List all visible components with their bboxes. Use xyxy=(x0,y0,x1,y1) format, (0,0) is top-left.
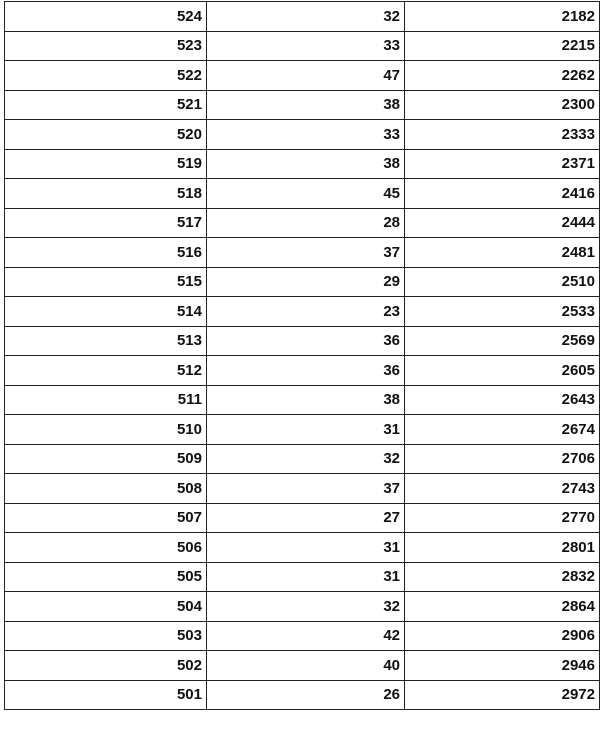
table-cell: 28 xyxy=(206,207,405,238)
table-row: 524 32 2182 xyxy=(4,1,600,32)
table-cell: 2333 xyxy=(404,119,600,150)
table-row: 516 37 2481 xyxy=(4,237,600,268)
table-cell: 504 xyxy=(4,591,207,622)
data-table: 524 32 2182 523 33 2215 522 47 2262 521 38 2300 520 3… xyxy=(4,1,600,710)
table-cell: 37 xyxy=(206,473,405,504)
table-row: 504 32 2864 xyxy=(4,591,600,622)
table-cell: 523 xyxy=(4,30,207,61)
table-cell: 507 xyxy=(4,502,207,533)
table-row: 501 26 2972 xyxy=(4,679,600,710)
table-cell: 33 xyxy=(206,30,405,61)
table-cell: 33 xyxy=(206,119,405,150)
table-cell: 509 xyxy=(4,443,207,474)
table-row: 513 36 2569 xyxy=(4,325,600,356)
table-cell: 40 xyxy=(206,650,405,681)
table-cell: 2605 xyxy=(404,355,600,386)
table-row: 518 45 2416 xyxy=(4,178,600,209)
table-cell: 506 xyxy=(4,532,207,563)
table-row: 522 47 2262 xyxy=(4,60,600,91)
table-cell: 512 xyxy=(4,355,207,386)
table-row: 510 31 2674 xyxy=(4,414,600,445)
table-cell: 502 xyxy=(4,650,207,681)
table-row: 514 23 2533 xyxy=(4,296,600,327)
table-cell: 38 xyxy=(206,148,405,179)
table-cell: 517 xyxy=(4,207,207,238)
table-row: 503 42 2906 xyxy=(4,620,600,651)
table-cell: 518 xyxy=(4,178,207,209)
table-cell: 511 xyxy=(4,384,207,415)
table-cell: 521 xyxy=(4,89,207,120)
table-row: 520 33 2333 xyxy=(4,119,600,150)
table-cell: 2533 xyxy=(404,296,600,327)
table-cell: 501 xyxy=(4,679,207,710)
table-cell: 2643 xyxy=(404,384,600,415)
table-cell: 519 xyxy=(4,148,207,179)
table-cell: 524 xyxy=(4,1,207,32)
table-cell: 32 xyxy=(206,443,405,474)
table-cell: 26 xyxy=(206,679,405,710)
table-cell: 520 xyxy=(4,119,207,150)
table-cell: 38 xyxy=(206,384,405,415)
table-cell: 2906 xyxy=(404,620,600,651)
table-cell: 32 xyxy=(206,591,405,622)
table-cell: 2972 xyxy=(404,679,600,710)
table-cell: 508 xyxy=(4,473,207,504)
table-cell: 2481 xyxy=(404,237,600,268)
table-cell: 32 xyxy=(206,1,405,32)
table-cell: 2770 xyxy=(404,502,600,533)
table-row: 515 29 2510 xyxy=(4,266,600,297)
table-cell: 513 xyxy=(4,325,207,356)
table-cell: 522 xyxy=(4,60,207,91)
table-row: 512 36 2605 xyxy=(4,355,600,386)
table-cell: 2215 xyxy=(404,30,600,61)
table-cell: 2946 xyxy=(404,650,600,681)
table-cell: 2864 xyxy=(404,591,600,622)
table-cell: 31 xyxy=(206,532,405,563)
table-cell: 37 xyxy=(206,237,405,268)
table-row: 517 28 2444 xyxy=(4,207,600,238)
table-row: 505 31 2832 xyxy=(4,561,600,592)
table-cell: 2832 xyxy=(404,561,600,592)
table-cell: 36 xyxy=(206,325,405,356)
table-row: 509 32 2706 xyxy=(4,443,600,474)
table-row: 521 38 2300 xyxy=(4,89,600,120)
table-cell: 31 xyxy=(206,414,405,445)
table-cell: 23 xyxy=(206,296,405,327)
table-cell: 42 xyxy=(206,620,405,651)
table-cell: 2706 xyxy=(404,443,600,474)
table-cell: 516 xyxy=(4,237,207,268)
table-cell: 27 xyxy=(206,502,405,533)
table-cell: 36 xyxy=(206,355,405,386)
table-row: 507 27 2770 xyxy=(4,502,600,533)
table-cell: 31 xyxy=(206,561,405,592)
table-cell: 2182 xyxy=(404,1,600,32)
table-row: 508 37 2743 xyxy=(4,473,600,504)
table-cell: 2674 xyxy=(404,414,600,445)
table-cell: 2262 xyxy=(404,60,600,91)
table-cell: 2510 xyxy=(404,266,600,297)
table-cell: 2300 xyxy=(404,89,600,120)
table-cell: 45 xyxy=(206,178,405,209)
table-cell: 2371 xyxy=(404,148,600,179)
table-cell: 514 xyxy=(4,296,207,327)
table-cell: 38 xyxy=(206,89,405,120)
table-row: 511 38 2643 xyxy=(4,384,600,415)
table-cell: 47 xyxy=(206,60,405,91)
table-cell: 2569 xyxy=(404,325,600,356)
table-cell: 505 xyxy=(4,561,207,592)
table-row: 506 31 2801 xyxy=(4,532,600,563)
table-cell: 29 xyxy=(206,266,405,297)
table-row: 519 38 2371 xyxy=(4,148,600,179)
table-row: 502 40 2946 xyxy=(4,650,600,681)
table-cell: 2444 xyxy=(404,207,600,238)
table-cell: 2801 xyxy=(404,532,600,563)
table-cell: 515 xyxy=(4,266,207,297)
table-cell: 2743 xyxy=(404,473,600,504)
table-body: 524 32 2182 523 33 2215 522 47 2262 521 38 2300 520 3… xyxy=(4,1,600,710)
table-cell: 2416 xyxy=(404,178,600,209)
table-row: 523 33 2215 xyxy=(4,30,600,61)
table-cell: 503 xyxy=(4,620,207,651)
table-cell: 510 xyxy=(4,414,207,445)
